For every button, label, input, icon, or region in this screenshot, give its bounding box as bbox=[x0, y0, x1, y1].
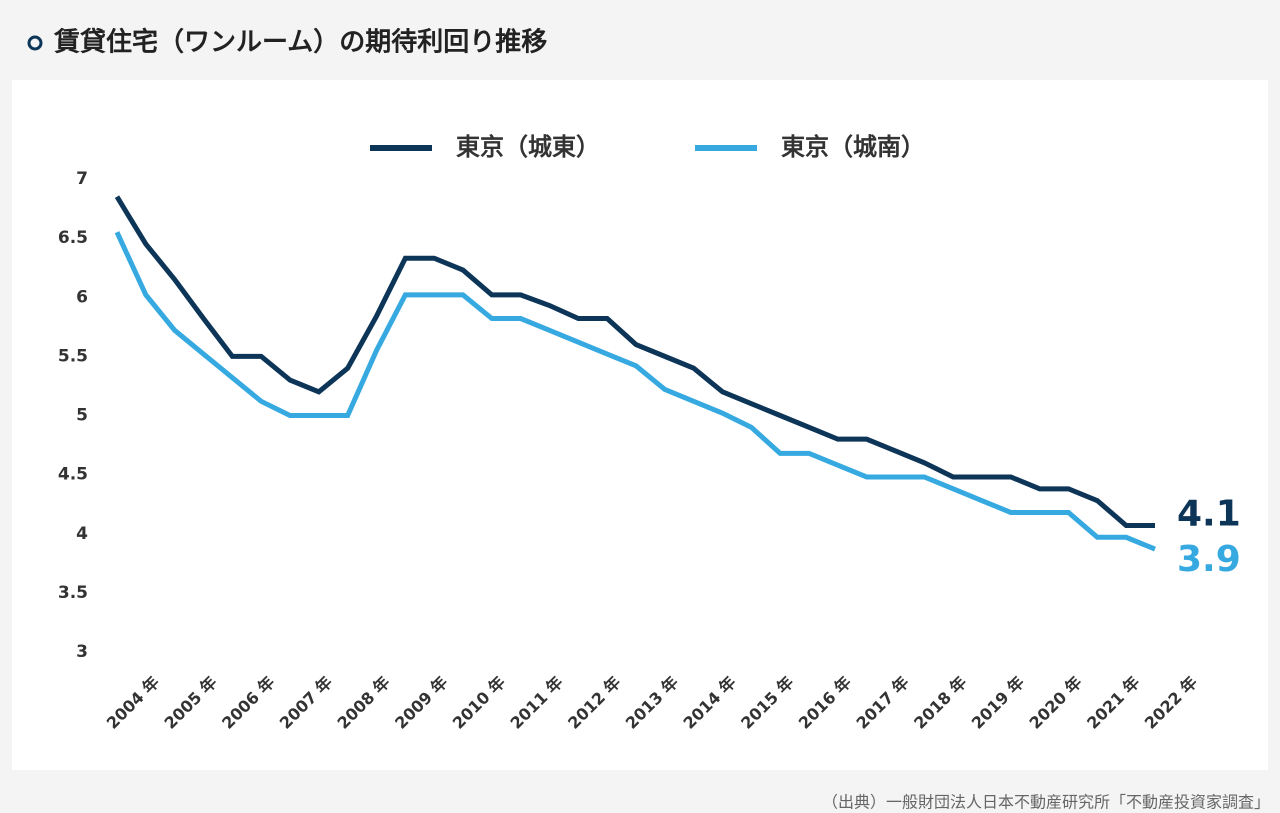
y-tick-label: 5 bbox=[76, 406, 88, 426]
y-tick-label: 3 bbox=[76, 642, 88, 662]
legend-label: 東京（城東） bbox=[456, 133, 600, 161]
y-tick-label: 7 bbox=[76, 169, 88, 189]
series-line bbox=[114, 231, 1156, 552]
y-tick-label: 6.5 bbox=[58, 228, 88, 248]
y-tick-label: 6 bbox=[76, 287, 88, 307]
y-tick-label: 3.5 bbox=[58, 583, 88, 603]
y-tick-label: 4.5 bbox=[58, 465, 88, 485]
y-tick-label: 5.5 bbox=[58, 346, 88, 366]
end-value-label: 4.1 bbox=[1177, 493, 1241, 534]
source-note: （出典）一般財団法人日本不動産研究所「不動産投資家調査」 bbox=[822, 793, 1270, 812]
chart-title: 賃貸住宅（ワンルーム）の期待利回り推移 bbox=[53, 27, 547, 58]
legend-label: 東京（城南） bbox=[781, 133, 925, 161]
end-value-label: 3.9 bbox=[1177, 539, 1241, 580]
title-icon bbox=[27, 35, 43, 51]
plot-panel bbox=[12, 80, 1268, 770]
y-tick-label: 4 bbox=[76, 524, 88, 544]
series-line bbox=[114, 195, 1155, 528]
